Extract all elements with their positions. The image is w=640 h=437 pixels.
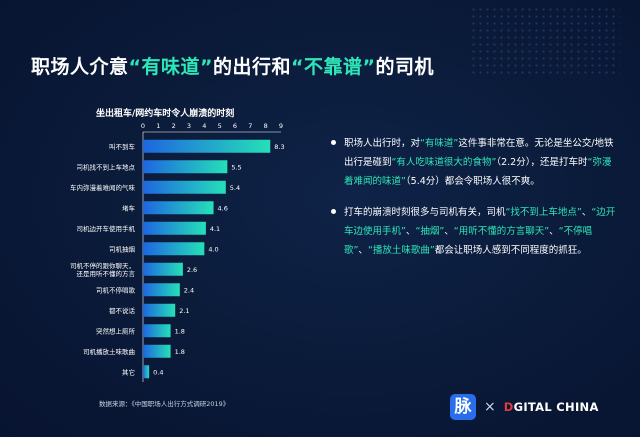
page-title: 职场人介意“有味道”的出行和“不靠谱”的司机 — [31, 52, 434, 79]
bar — [143, 242, 205, 256]
x-tick-label: 9 — [279, 122, 283, 130]
highlight-text: “弥漫着难闻的味道” — [344, 157, 612, 187]
bar — [143, 262, 183, 276]
data-label: 1.8 — [175, 348, 185, 356]
bullet-dot-icon — [331, 140, 336, 145]
data-label: 4.6 — [218, 204, 228, 212]
body-text: 、 — [444, 226, 454, 237]
maimai-logo-icon: 脉 — [450, 394, 476, 420]
data-label: 2.4 — [184, 286, 194, 294]
bar — [143, 303, 176, 317]
insight-text: 职场人出行时，对“有味道”这件事非常在意。无论是坐公交/地铁出行是碰到“有人吃味… — [344, 138, 614, 187]
data-label: 2.6 — [187, 266, 197, 274]
category-label: 司机不停的跟你聊天，还是用听不懂的方言 — [70, 261, 136, 278]
data-label: 1.8 — [175, 327, 185, 335]
data-source-note: 数据来源：《中国职场人出行方式调研2019》 — [99, 400, 230, 408]
category-label: 司机不停唱歌 — [96, 285, 136, 294]
category-label: 司机边开车使用手机 — [77, 224, 136, 233]
body-text: 、 — [549, 226, 559, 237]
highlight-text: “不停唱歌” — [344, 226, 593, 256]
bar — [143, 139, 271, 153]
x-tick-label: 1 — [156, 122, 160, 130]
chart-title: 坐出租车/网约车时令人崩溃的时刻 — [96, 109, 235, 119]
body-text: （2.2分），还是打车时 — [496, 157, 588, 168]
category-label: 其它 — [122, 367, 135, 376]
body-text: 打车的崩溃时刻很多与司机有关，司机 — [344, 207, 506, 218]
bar — [143, 201, 214, 215]
x-tick-label: 3 — [187, 122, 191, 130]
data-label: 5.5 — [231, 163, 241, 171]
body-text: 、 — [358, 245, 368, 256]
x-tick-label: 2 — [172, 122, 176, 130]
data-label: 0.4 — [153, 368, 163, 376]
bar — [143, 324, 171, 338]
bullet-dot-icon — [331, 209, 336, 214]
category-label: 突然想上厕所 — [96, 326, 136, 335]
data-label: 8.3 — [274, 143, 284, 151]
dot-pattern-decoration — [470, 6, 620, 76]
data-label: 2.1 — [179, 307, 189, 315]
x-tick-label: 4 — [202, 122, 206, 130]
title-part: 的司机 — [375, 56, 435, 78]
highlight-text: “抽烟” — [415, 226, 445, 237]
body-text: 职场人出行时，对 — [344, 138, 421, 149]
title-part: 职场人介意 — [31, 56, 129, 78]
x-tick-label: 7 — [248, 122, 252, 130]
x-tick-label: 8 — [264, 122, 268, 130]
bar — [143, 221, 206, 235]
insight-item: 职场人出行时，对“有味道”这件事非常在意。无论是坐公交/地铁出行是碰到“有人吃味… — [324, 134, 616, 191]
highlight-text: “有味道” — [420, 138, 459, 149]
body-text: 、 — [405, 226, 416, 237]
body-text: （5.4分）都会令职场人很不爽。 — [405, 176, 540, 187]
title-part: 的出行和 — [213, 56, 292, 78]
highlight-text: “播放土味歌曲” — [367, 245, 435, 256]
highlight-text: “用听不懂的方言聊天” — [453, 226, 550, 237]
category-label: 司机抽烟 — [109, 244, 136, 253]
x-tick-label: 5 — [218, 122, 222, 130]
digital-china-logo: DGITAL CHINA — [503, 400, 599, 414]
category-label: 叫不到车 — [109, 142, 136, 151]
body-text: 都会让职场人感到不同程度的抓狂。 — [434, 245, 587, 256]
bar — [143, 283, 180, 297]
insight-list: 职场人出行时，对“有味道”这件事非常在意。无论是坐公交/地铁出行是碰到“有人吃味… — [324, 134, 616, 272]
insight-text: 打车的崩溃时刻很多与司机有关，司机“找不到上车地点”、“边开车边使用手机”、“抽… — [344, 207, 615, 256]
highlight-text: “找不到上车地点” — [505, 207, 582, 218]
category-label: 都不说话 — [109, 306, 136, 315]
x-tick-label: 0 — [141, 122, 145, 130]
bar — [143, 180, 226, 194]
highlight-text: “有人吃味道很大的食物” — [391, 157, 497, 168]
title-highlight: “有味道” — [128, 56, 213, 78]
bar — [143, 365, 150, 379]
body-text: 、 — [581, 207, 592, 218]
bar — [143, 160, 228, 174]
data-label: 4.0 — [208, 245, 218, 253]
highlight-text: “边开车边使用手机” — [344, 207, 616, 237]
body-text: 这件事非常在意。无论是坐公交/地铁出行是碰到 — [344, 138, 614, 168]
cross-icon: × — [484, 399, 496, 415]
insight-item: 打车的崩溃时刻很多与司机有关，司机“找不到上车地点”、“边开车边使用手机”、“抽… — [324, 203, 616, 260]
footer-logos: 脉 × DGITAL CHINA — [450, 394, 599, 420]
category-label: 车内弥漫着难闻的气味 — [70, 183, 136, 192]
bar — [143, 344, 171, 358]
category-label: 司机找不到上车地点 — [77, 162, 136, 171]
x-tick-label: 6 — [233, 122, 237, 130]
data-label: 4.1 — [210, 225, 220, 233]
category-label: 堵车 — [122, 203, 136, 212]
data-label: 5.4 — [230, 184, 240, 192]
category-label: 司机播放土味歌曲 — [83, 347, 135, 356]
title-highlight: “不靠谱” — [291, 56, 376, 78]
